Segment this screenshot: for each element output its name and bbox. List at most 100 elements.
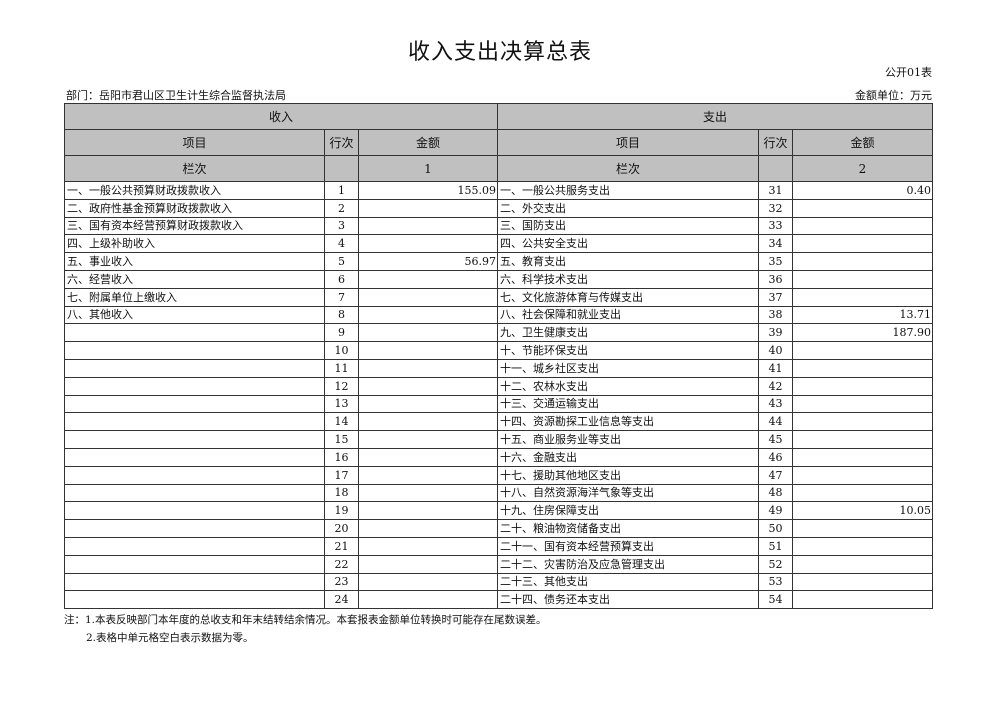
expense-amount-cell: [792, 198, 933, 218]
income-column-blank: [324, 155, 359, 182]
expense-item-cell: 九、卫生健康支出: [497, 323, 759, 343]
income-amount-cell: [358, 536, 498, 556]
income-line-no-cell: 10: [324, 341, 359, 360]
income-amount-header: 金额: [358, 129, 498, 156]
expense-header: 支出: [497, 103, 933, 130]
income-item-cell: 三、国有资本经营预算财政拨款收入: [64, 216, 325, 236]
income-column-label: 栏次: [64, 155, 325, 182]
income-line-no-cell: 17: [324, 465, 359, 485]
page-title: 收入支出决算总表: [407, 40, 592, 65]
expense-item-cell: 一、一般公共服务支出: [497, 181, 759, 200]
income-amount-cell: [358, 376, 498, 396]
expense-item-cell: 四、公共安全支出: [497, 234, 759, 254]
income-line-no-cell: 6: [324, 269, 359, 289]
unit-label: 金额单位：万元: [855, 89, 932, 102]
expense-item-cell: 二十三、其他支出: [497, 572, 759, 592]
income-line-no-cell: 16: [324, 447, 359, 467]
income-item-cell: [64, 412, 325, 432]
expense-item-cell: 七、文化旅游体育与传媒支出: [497, 287, 759, 307]
table-row: 三、国有资本经营预算财政拨款收入 3 三、国防支出 33: [64, 216, 933, 236]
income-line-no-cell: 8: [324, 305, 359, 325]
expense-line-no-cell: 49: [758, 501, 793, 521]
income-line-no-cell: 13: [324, 394, 359, 414]
table-row: 10 十、节能环保支出 40: [64, 341, 933, 360]
table-row: 二、政府性基金预算财政拨款收入 2 二、外交支出 32: [64, 198, 933, 218]
income-item-cell: 四、上级补助收入: [64, 234, 325, 254]
income-item-cell: [64, 447, 325, 467]
expense-amount-cell: [792, 287, 933, 307]
income-item-cell: [64, 519, 325, 538]
table-row: 四、上级补助收入 4 四、公共安全支出 34: [64, 234, 933, 254]
income-item-cell: 八、其他收入: [64, 305, 325, 325]
table-row: 五、事业收入 5 56.97 五、教育支出 35: [64, 252, 933, 271]
expense-column-label: 栏次: [497, 155, 759, 182]
expense-amount-cell: [792, 536, 933, 556]
table-row: 9 九、卫生健康支出 39 187.90: [64, 323, 933, 343]
income-amount-cell: [358, 323, 498, 343]
income-item-cell: [64, 341, 325, 360]
table-row: 20 二十、粮油物资储备支出 50: [64, 519, 933, 538]
expense-amount-cell: [792, 394, 933, 414]
notes: 注：1.本表反映部门本年度的总收支和年末结转结余情况。本套报表金额单位转换时可能…: [64, 611, 547, 647]
income-line-no-cell: 12: [324, 376, 359, 396]
income-amount-cell: [358, 216, 498, 236]
income-line-no-cell: 18: [324, 483, 359, 503]
expense-item-cell: 三、国防支出: [497, 216, 759, 236]
income-line-no-cell: 14: [324, 412, 359, 432]
income-item-cell: 七、附属单位上缴收入: [64, 287, 325, 307]
expense-line-no-cell: 43: [758, 394, 793, 414]
income-line-header: 行次: [324, 129, 359, 156]
expense-line-no-cell: 33: [758, 216, 793, 236]
income-amount-cell: [358, 483, 498, 503]
expense-line-no-cell: 46: [758, 447, 793, 467]
income-amount-cell: [358, 465, 498, 485]
income-line-no-cell: 21: [324, 536, 359, 556]
expense-amount-cell: 13.71: [792, 305, 933, 325]
income-item-cell: [64, 394, 325, 414]
expense-line-no-cell: 42: [758, 376, 793, 396]
department-label: 部门：岳阳市君山区卫生计生综合监督执法局: [66, 89, 286, 102]
income-line-no-cell: 19: [324, 501, 359, 521]
expense-amount-cell: [792, 590, 933, 610]
expense-amount-cell: [792, 519, 933, 538]
income-amount-cell: [358, 447, 498, 467]
table-row: 七、附属单位上缴收入 7 七、文化旅游体育与传媒支出 37: [64, 287, 933, 307]
expense-line-no-cell: 41: [758, 358, 793, 378]
income-line-no-cell: 9: [324, 323, 359, 343]
expense-item-cell: 十、节能环保支出: [497, 341, 759, 360]
expense-amount-cell: [792, 358, 933, 378]
expense-line-no-cell: 48: [758, 483, 793, 503]
income-item-cell: [64, 358, 325, 378]
expense-amount-cell: [792, 465, 933, 485]
expense-item-cell: 十九、住房保障支出: [497, 501, 759, 521]
expense-amount-cell: [792, 216, 933, 236]
expense-column-blank: [758, 155, 793, 182]
income-amount-cell: [358, 305, 498, 325]
expense-line-no-cell: 34: [758, 234, 793, 254]
expense-item-cell: 十二、农林水支出: [497, 376, 759, 396]
expense-line-no-cell: 37: [758, 287, 793, 307]
income-expense-table: 收入 支出 项目 行次 金额 项目 行次 金额 栏次 1 栏次 2 一、一般公共…: [64, 103, 933, 610]
table-row: 14 十四、资源勘探工业信息等支出 44: [64, 412, 933, 432]
income-amount-cell: [358, 198, 498, 218]
expense-amount-cell: 10.05: [792, 501, 933, 521]
income-amount-cell: [358, 430, 498, 449]
expense-line-no-cell: 51: [758, 536, 793, 556]
expense-item-cell: 二十四、债务还本支出: [497, 590, 759, 610]
income-amount-cell: [358, 554, 498, 574]
income-line-no-cell: 23: [324, 572, 359, 592]
table-row: 13 十三、交通运输支出 43: [64, 394, 933, 414]
table-row: 16 十六、金融支出 46: [64, 447, 933, 467]
table-row: 11 十一、城乡社区支出 41: [64, 358, 933, 378]
expense-item-cell: 二十一、国有资本经营预算支出: [497, 536, 759, 556]
expense-line-no-cell: 35: [758, 252, 793, 271]
income-header: 收入: [64, 103, 498, 130]
form-number: 公开01表: [885, 66, 932, 79]
income-line-no-cell: 5: [324, 252, 359, 271]
income-line-no-cell: 24: [324, 590, 359, 610]
expense-item-cell: 八、社会保障和就业支出: [497, 305, 759, 325]
expense-item-cell: 十七、援助其他地区支出: [497, 465, 759, 485]
income-item-cell: 一、一般公共预算财政拨款收入: [64, 181, 325, 200]
income-item-cell: [64, 323, 325, 343]
income-line-no-cell: 15: [324, 430, 359, 449]
